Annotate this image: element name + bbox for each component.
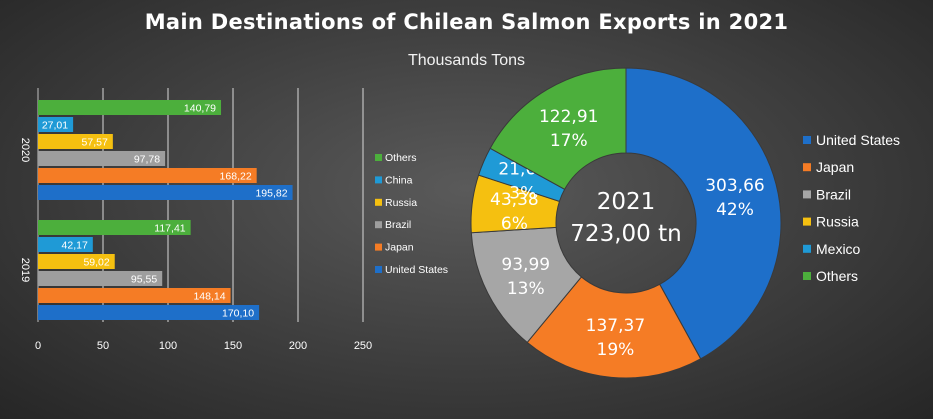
- slice-value-label: 122,91: [539, 107, 598, 127]
- slice-value-label: 93,99: [501, 255, 550, 275]
- legend-swatch: [375, 243, 382, 251]
- slice-percent-label: 6%: [501, 214, 528, 234]
- legend-label: Others: [385, 152, 417, 164]
- slice-percent-label: 17%: [550, 131, 588, 151]
- bar-data-label: 95,55: [131, 274, 157, 286]
- legend-label: China: [385, 174, 413, 186]
- slice-percent-label: 42%: [716, 200, 754, 220]
- legend-label: United States: [816, 132, 900, 148]
- bar: [38, 288, 231, 303]
- donut-center-label: 723,00 tn: [570, 221, 681, 247]
- legend-label: Japan: [385, 242, 414, 254]
- legend-label: United States: [385, 264, 448, 276]
- bar-data-label: 27,01: [42, 120, 68, 132]
- slice-value-label: 43,38: [490, 190, 539, 210]
- slice-percent-label: 13%: [507, 279, 545, 299]
- bar: [38, 271, 163, 286]
- legend-label: Mexico: [816, 241, 861, 257]
- slice-value-label: 137,37: [586, 316, 645, 336]
- bar: [38, 151, 166, 166]
- bar-data-label: 42,17: [62, 240, 88, 252]
- legend-swatch: [375, 266, 382, 273]
- x-tick-label: 150: [224, 340, 242, 352]
- legend-swatch: [803, 244, 811, 253]
- bar: [38, 305, 260, 320]
- bar-data-label: 168,22: [220, 171, 252, 183]
- legend-label: Russia: [385, 197, 417, 209]
- bar: [38, 134, 113, 149]
- legend-label: Japan: [816, 159, 854, 175]
- slice-percent-label: 3%: [509, 183, 536, 203]
- chart-subtitle: Thousands Tons: [407, 52, 526, 69]
- x-tick-label: 200: [289, 340, 307, 352]
- donut-slice: [526, 276, 702, 379]
- legend-swatch: [803, 272, 811, 280]
- donut-center-label: 2021: [597, 189, 656, 215]
- bar: [38, 254, 115, 269]
- bar: [38, 237, 93, 252]
- bar: [38, 168, 257, 183]
- bar: [38, 117, 74, 132]
- bar: [38, 220, 191, 235]
- legend-swatch: [803, 190, 811, 199]
- legend-swatch: [375, 154, 382, 161]
- donut-slice: [489, 67, 627, 190]
- bar-data-label: 195,82: [255, 188, 287, 200]
- legend-swatch: [375, 176, 382, 184]
- bar: [38, 100, 222, 115]
- slice-percent-label: 19%: [597, 340, 635, 360]
- bar-data-label: 117,41: [154, 223, 185, 235]
- bar-data-label: 148,14: [193, 291, 225, 303]
- x-tick-label: 100: [159, 340, 177, 352]
- x-tick-label: 250: [354, 340, 372, 352]
- bar-data-label: 57,57: [82, 137, 108, 149]
- chart-title: Main Destinations of Chilean Salmon Expo…: [144, 10, 789, 34]
- x-tick-label: 0: [35, 340, 41, 352]
- x-tick-label: 50: [97, 340, 109, 352]
- legend-swatch: [803, 217, 811, 226]
- bar: [38, 185, 293, 200]
- legend-label: Brazil: [385, 219, 411, 231]
- slice-value-label: 303,66: [705, 176, 764, 196]
- bar-data-label: 59,02: [83, 257, 109, 269]
- legend-swatch: [803, 136, 811, 144]
- group-label: 2019: [19, 258, 31, 282]
- bar-data-label: 140,79: [184, 103, 216, 115]
- legend-label: Russia: [816, 214, 859, 230]
- donut-slice: [625, 67, 782, 360]
- bar-data-label: 97,78: [134, 154, 160, 166]
- legend-label: Others: [816, 268, 858, 284]
- legend-label: Brazil: [816, 186, 851, 202]
- legend-swatch: [375, 221, 382, 229]
- bar-data-label: 170,10: [222, 308, 254, 320]
- legend-swatch: [803, 163, 811, 172]
- legend-swatch: [375, 198, 382, 206]
- group-label: 2020: [19, 138, 31, 162]
